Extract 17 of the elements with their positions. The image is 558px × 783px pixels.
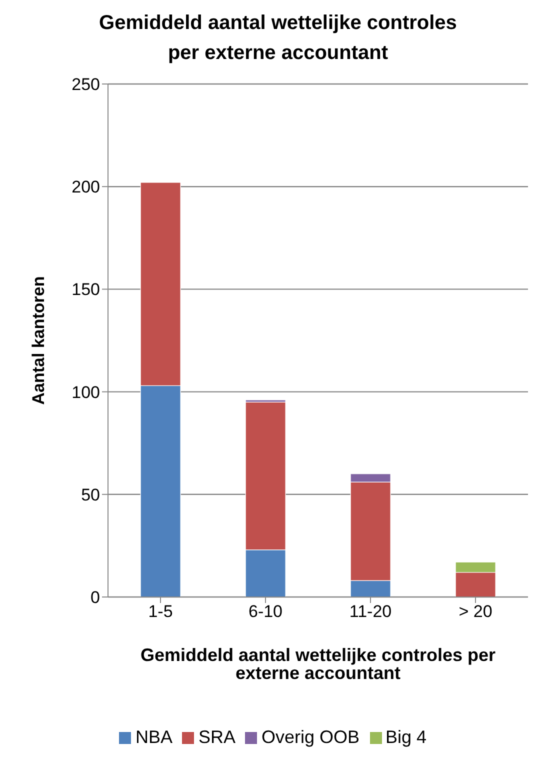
y-tick-label: 50 [81, 485, 100, 504]
x-tick-label: > 20 [458, 602, 492, 622]
x-axis-title: Gemiddeld aantal wettelijke controles per externe accountant [140, 645, 496, 683]
legend-label: SRA [198, 727, 236, 747]
legend-label: NBA [135, 727, 172, 747]
legend-label: Overig OOB [261, 727, 360, 747]
x-tick-label: 1-5 [148, 602, 173, 622]
y-axis-title: Aantal kantoren [29, 276, 48, 405]
chart-title: Gemiddeld aantal wettelijke controles per externe accountant [98, 11, 458, 66]
y-tick-label: 100 [72, 382, 100, 402]
y-tick-label: 200 [72, 178, 100, 197]
x-tick-label: 11-20 [349, 602, 392, 622]
y-tick-label: 0 [90, 588, 100, 608]
x-tick-label: 6-10 [248, 602, 283, 622]
y-tick-label: 250 [72, 75, 100, 94]
y-tick-label: 150 [72, 280, 100, 300]
legend-label: Big 4 [386, 727, 427, 747]
